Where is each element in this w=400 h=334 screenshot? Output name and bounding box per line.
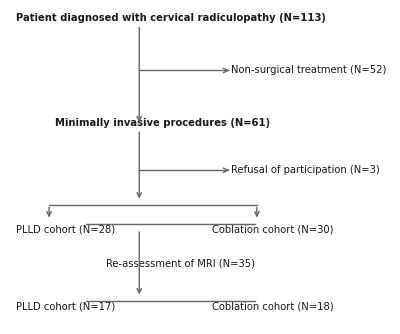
Text: Coblation cohort (N=18): Coblation cohort (N=18)	[212, 301, 333, 311]
Text: Coblation cohort (N=30): Coblation cohort (N=30)	[212, 224, 333, 234]
Text: Non-surgical treatment (N=52): Non-surgical treatment (N=52)	[231, 65, 387, 75]
Text: PLLD cohort (N=28): PLLD cohort (N=28)	[16, 224, 115, 234]
Text: PLLD cohort (N=17): PLLD cohort (N=17)	[16, 301, 115, 311]
Text: Re-assessment of MRI (N=35): Re-assessment of MRI (N=35)	[106, 259, 255, 269]
Text: Patient diagnosed with cervical radiculopathy (N=113): Patient diagnosed with cervical radiculo…	[16, 13, 326, 23]
Text: Minimally invasive procedures (N=61): Minimally invasive procedures (N=61)	[55, 118, 270, 128]
Text: Refusal of participation (N=3): Refusal of participation (N=3)	[231, 165, 380, 175]
